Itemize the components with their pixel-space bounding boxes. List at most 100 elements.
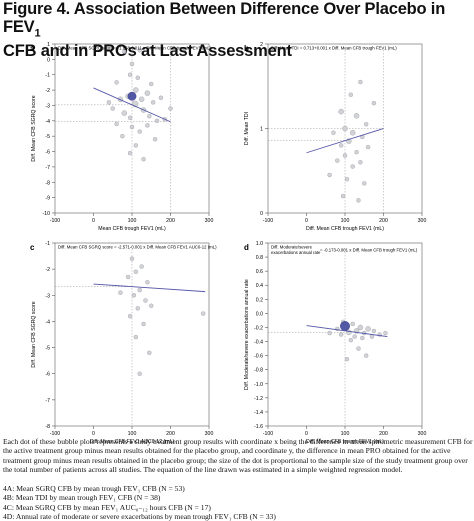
x-tick-label: 0 bbox=[92, 218, 95, 224]
data-point bbox=[365, 326, 371, 332]
panel-c: c -1 -2 -3 -4 -5 -6 -7 -8-100 0 100 200 300 Diff. Mea… bbox=[30, 241, 217, 445]
y-tick-label: -3 bbox=[45, 293, 50, 299]
data-point bbox=[141, 321, 146, 327]
data-point bbox=[147, 114, 152, 119]
y-tick-label: -1.0 bbox=[254, 382, 263, 388]
data-point bbox=[110, 106, 115, 111]
data-point bbox=[135, 306, 140, 311]
y-tick-label: -2 bbox=[45, 267, 50, 273]
data-point bbox=[133, 87, 139, 93]
y-tick-label: -4 bbox=[45, 319, 50, 325]
data-point bbox=[133, 269, 139, 274]
panel-d: d 1.0 0.8 0.6 0.4 0.2 0.0 -0.2 -0.4 -0.6 -0.8 -1.0 -… bbox=[244, 241, 426, 445]
data-point bbox=[158, 95, 164, 100]
data-point bbox=[154, 118, 160, 124]
data-point bbox=[137, 129, 142, 134]
y-tick-label: 0.8 bbox=[256, 255, 263, 261]
y-tick-label: -2 bbox=[45, 88, 50, 94]
data-point bbox=[344, 176, 350, 182]
y-tick-label: -0.4 bbox=[254, 340, 263, 346]
panel-a: a 1 0 -1 -2 -3 -4 -5 -6 -7 -8 -9 -10-100 0 100 200 300 Me… bbox=[30, 42, 213, 232]
y-tick-label: 0.0 bbox=[256, 311, 263, 317]
figure-footnotes: 4A: Mean SGRQ CFB by mean trough FEV₁ CF… bbox=[3, 484, 473, 521]
y-axis-title-c: Diff. Mean CFB SGRQ score bbox=[31, 301, 37, 367]
data-point bbox=[353, 113, 360, 119]
regression-equation-c: Diff. Mean CFB SGRQ score = -2.571-0.001… bbox=[58, 245, 217, 250]
footnote-4b: 4B: Mean TDI by mean trough FEV₁ CFB (N … bbox=[3, 493, 161, 503]
y-axis-title-a: Diff. Mean CFB SGRQ score bbox=[31, 95, 37, 161]
panel-label-a: a bbox=[30, 44, 35, 53]
y-tick-label: -1 bbox=[45, 73, 50, 79]
data-point bbox=[360, 335, 365, 341]
y-tick-label: 2 bbox=[260, 42, 263, 48]
panel-label-b: b bbox=[244, 44, 249, 53]
y-tick-label: -6 bbox=[45, 150, 50, 156]
data-point bbox=[362, 181, 367, 186]
y-tick-label: 0 bbox=[260, 211, 263, 217]
data-point bbox=[344, 356, 350, 362]
y-tick-label: -7 bbox=[45, 398, 50, 404]
panel-label-c: c bbox=[30, 243, 35, 252]
data-point bbox=[335, 158, 340, 163]
y-tick-label: -0.2 bbox=[254, 325, 263, 331]
regression-equation-a: Diff. Mean CFB SGRQ score = -1.858-0.011… bbox=[58, 46, 212, 51]
data-point bbox=[371, 100, 377, 106]
data-point bbox=[143, 298, 148, 303]
data-point bbox=[133, 334, 139, 340]
y-tick-label: 1.0 bbox=[256, 241, 263, 247]
data-point bbox=[201, 311, 206, 316]
y-tick-label: 1 bbox=[260, 127, 263, 133]
data-point bbox=[369, 334, 375, 339]
data-point bbox=[352, 334, 357, 339]
y-tick-label: 1 bbox=[47, 42, 50, 48]
footnote-4c: 4C: Mean SGRQ CFB by mean FEV₁ AUC₀₋₁₂ h… bbox=[3, 502, 211, 512]
y-tick-label: -6 bbox=[45, 372, 50, 378]
x-tick-label: 300 bbox=[205, 431, 214, 437]
data-point bbox=[338, 143, 344, 148]
footnote-4d: 4D: Annual rate of moderate or severe ex… bbox=[3, 511, 276, 521]
data-point bbox=[338, 108, 344, 115]
y-tick-label: -1.2 bbox=[254, 396, 263, 402]
y-tick-label: -9 bbox=[45, 196, 50, 202]
data-point bbox=[122, 49, 127, 54]
data-point bbox=[114, 80, 119, 85]
data-point bbox=[137, 287, 142, 293]
y-tick-label: 0.6 bbox=[256, 269, 263, 275]
figure-title: Figure 4. Association Between Difference… bbox=[3, 0, 473, 60]
data-point bbox=[358, 79, 363, 85]
data-point bbox=[152, 137, 158, 142]
x-axis-title-a: Mean CFB trough FEV1 (mL) bbox=[98, 226, 166, 232]
data-point bbox=[327, 330, 332, 336]
x-tick-label: 0 bbox=[92, 431, 95, 437]
data-point bbox=[363, 353, 369, 358]
data-point bbox=[150, 100, 156, 105]
x-tick-label: 100 bbox=[341, 218, 350, 224]
data-point bbox=[144, 90, 151, 96]
x-tick-label: -100 bbox=[263, 431, 273, 437]
regression-line-a bbox=[93, 87, 171, 123]
x-tick-label: 300 bbox=[205, 218, 214, 224]
data-point bbox=[365, 144, 371, 150]
x-tick-label: 0 bbox=[305, 218, 308, 224]
data-point bbox=[363, 122, 369, 127]
data-point bbox=[139, 264, 144, 269]
data-point bbox=[331, 130, 336, 135]
y-tick-label: -1 bbox=[45, 241, 50, 247]
x-axis-title-d: Diff. Mean CFB trough FEV1 (mL) bbox=[306, 439, 384, 445]
x-tick-label: -100 bbox=[50, 431, 60, 437]
data-point bbox=[348, 92, 353, 97]
panel-label-d: d bbox=[244, 243, 249, 252]
data-point bbox=[149, 81, 154, 87]
data-point bbox=[348, 337, 353, 343]
x-tick-label: 100 bbox=[128, 431, 137, 437]
y-tick-label: -4 bbox=[45, 119, 50, 125]
data-point bbox=[137, 47, 142, 53]
data-point bbox=[127, 115, 133, 120]
x-tick-label: 300 bbox=[418, 431, 427, 437]
data-point bbox=[135, 75, 140, 81]
data-point bbox=[127, 150, 133, 156]
y-axis-title-d: Diff. Moderate/severe exacerbations annu… bbox=[244, 279, 250, 390]
data-point bbox=[141, 157, 146, 162]
